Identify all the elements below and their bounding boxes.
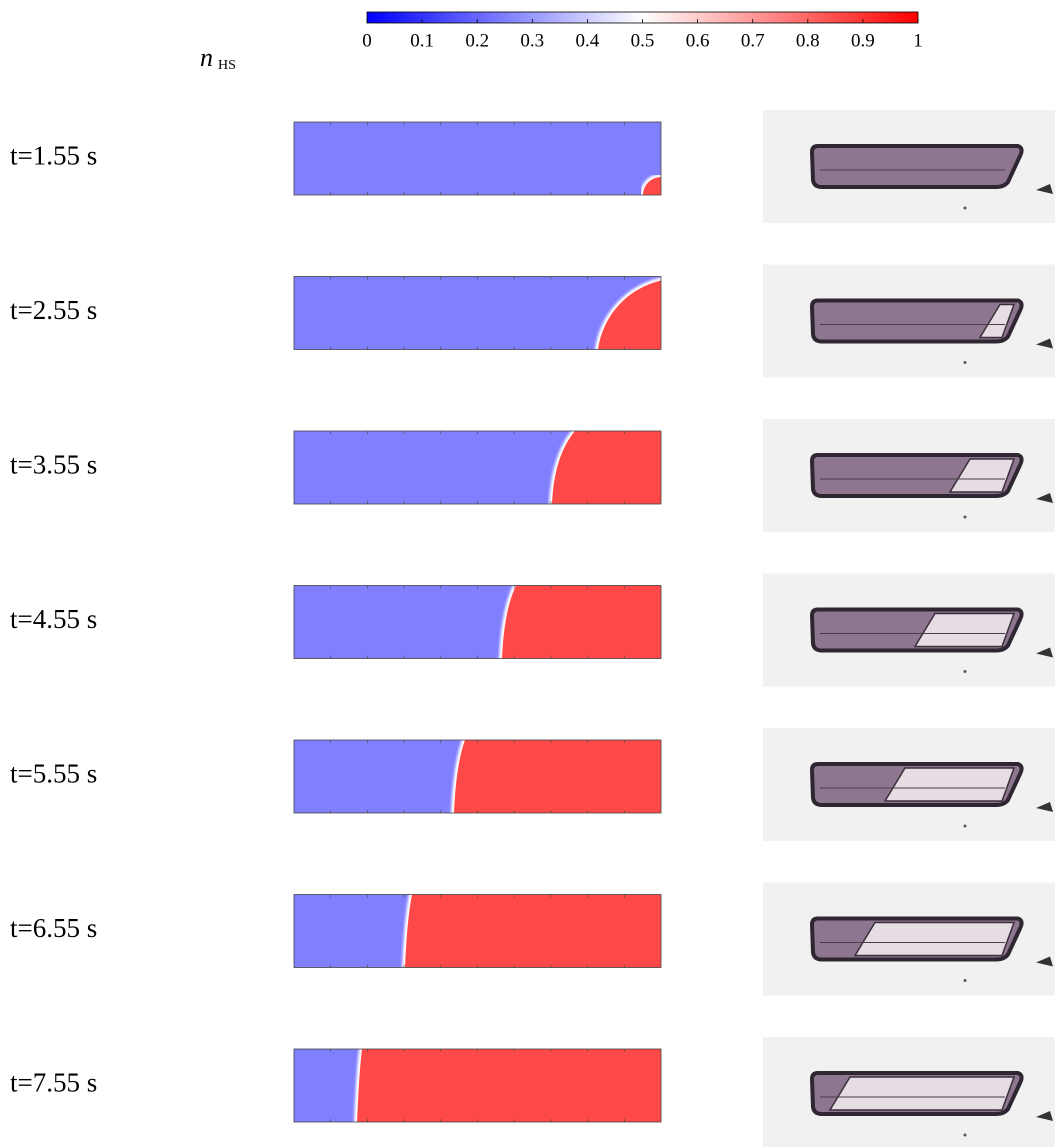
crystal (809, 298, 1024, 344)
photo (763, 1037, 1055, 1147)
panel-content (294, 740, 661, 813)
dust (963, 206, 967, 210)
colorbar-label-subscript: HS (218, 58, 236, 73)
photo (763, 110, 1055, 223)
dust (963, 361, 967, 364)
debris (1036, 802, 1053, 812)
hs-region (552, 431, 661, 504)
dust (963, 824, 967, 828)
colorbar-tick-label: 0.8 (796, 30, 820, 51)
panel-content (294, 1049, 661, 1122)
crystal-hs (913, 612, 1016, 648)
dust (963, 515, 967, 519)
colorbar-tick-label: 0.7 (741, 30, 765, 51)
debris (1036, 184, 1053, 194)
colorbar-tick-label: 0.6 (686, 30, 710, 51)
hs-region (598, 280, 661, 350)
debris (1036, 338, 1053, 349)
panel-content (294, 122, 661, 195)
colorbar-label: n (200, 43, 213, 72)
debris (1036, 647, 1053, 658)
colorbar-tick-label: 0.3 (520, 30, 544, 51)
hs-region (454, 740, 661, 813)
dust (963, 1133, 967, 1137)
time-label: t=5.55 s (10, 759, 97, 789)
photo (763, 264, 1055, 378)
time-label: t=2.55 s (10, 295, 97, 325)
colorbar-tick-label: 0.5 (631, 30, 655, 51)
simulation-panel (293, 1048, 662, 1123)
photo (763, 728, 1055, 841)
time-label: t=4.55 s (10, 604, 97, 634)
time-label: t=1.55 s (10, 141, 97, 171)
time-label: t=7.55 s (10, 1068, 97, 1098)
colorbar-tick-label: 0.4 (576, 30, 600, 51)
crystal-hs (948, 458, 1016, 493)
crystal-hs (853, 921, 1016, 957)
hs-region (502, 585, 661, 659)
colorbar-tick-label: 0.9 (851, 30, 875, 51)
photo (763, 573, 1055, 687)
time-label: t=3.55 s (10, 450, 97, 480)
panel-content (294, 894, 661, 968)
ls-region (294, 122, 661, 195)
debris (1036, 493, 1053, 503)
colorbar-tick-label: 0.1 (410, 30, 434, 51)
panel-content (294, 431, 661, 504)
panel-content (294, 276, 661, 350)
crystal (809, 144, 1024, 189)
photo (763, 419, 1055, 532)
simulation-panel (293, 585, 662, 659)
debris (1036, 956, 1053, 967)
crystal-hs (883, 767, 1016, 802)
simulation-panel (293, 276, 662, 350)
colorbar-tick-label: 1 (913, 30, 923, 51)
colorbar-tick-label: 0.2 (465, 30, 489, 51)
simulation-panel (293, 739, 662, 814)
photo (763, 882, 1055, 996)
hs-region (643, 177, 661, 195)
debris (1036, 1111, 1053, 1121)
colorbar-tick-label: 0 (362, 30, 372, 51)
hs-region (405, 894, 661, 968)
hs-region (357, 1049, 661, 1122)
panel-content (294, 585, 661, 659)
dust (963, 670, 967, 673)
crystal-hs (828, 1076, 1016, 1111)
crystal-hs (978, 303, 1016, 339)
simulation-panel (293, 894, 662, 968)
dust (963, 979, 967, 982)
simulation-panel (293, 430, 662, 505)
simulation-panel (293, 121, 662, 196)
time-label: t=6.55 s (10, 913, 97, 943)
